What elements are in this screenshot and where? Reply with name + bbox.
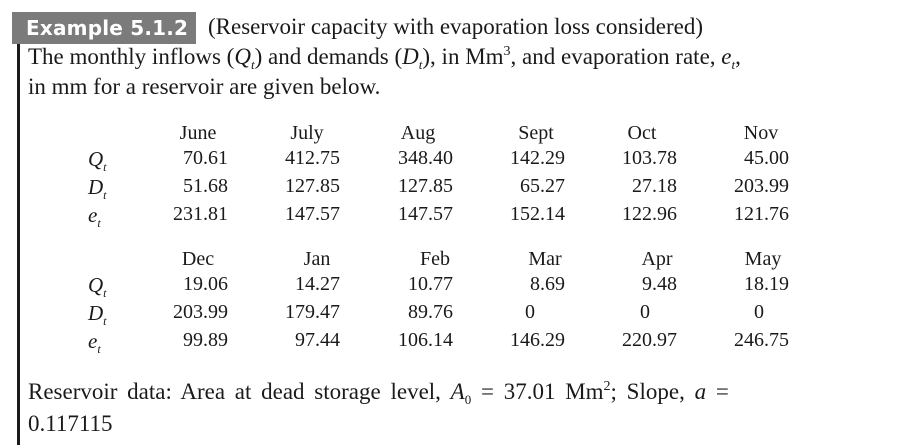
footer-text: = 37.01 Mm: [471, 379, 604, 404]
symbol-a0: A: [450, 379, 465, 404]
table-cell: 27.18: [632, 175, 677, 197]
intro-text: ), in Mm: [422, 44, 504, 69]
symbol-e: e: [721, 44, 732, 69]
footer-line-1: Reservoir data: Area at dead storage lev…: [28, 376, 888, 408]
row-symbol: D: [88, 301, 104, 325]
symbol-slope: a: [694, 379, 707, 404]
row-label-d: Dt: [88, 175, 128, 202]
intro-text: ,: [735, 44, 741, 69]
table-cell: 106.14: [398, 329, 453, 351]
intro-text: , and evaporation rate,: [510, 44, 722, 69]
month-header: Aug: [400, 122, 436, 144]
table-cell: 203.99: [734, 175, 789, 197]
table-cell: 8.69: [530, 273, 565, 295]
symbol-q: Q: [234, 44, 251, 69]
table-cell: 0: [525, 301, 535, 323]
footer-line-2: 0.117115: [28, 411, 113, 436]
unit-superscript: 3: [503, 44, 511, 59]
table-cell: 122.96: [622, 203, 677, 225]
row-label-q: Qt: [88, 273, 128, 300]
table-cell: 231.81: [173, 203, 228, 225]
row-symbol-sub: t: [97, 342, 101, 356]
intro-line-1: The monthly inflows (Qt) and demands (Dt…: [28, 42, 888, 72]
row-label-e: et: [88, 329, 128, 356]
intro-text: ) and demands (: [254, 44, 403, 69]
table-cell: 147.57: [285, 203, 340, 225]
table-cell: 19.06: [183, 273, 228, 295]
symbol-e-sub: t: [731, 57, 736, 72]
row-symbol: Q: [88, 273, 104, 297]
example-label: Example 5.1.2: [26, 16, 189, 40]
table-cell: 147.57: [398, 203, 453, 225]
example-title: (Reservoir capacity with evaporation los…: [208, 14, 703, 39]
month-header: Oct: [627, 122, 657, 144]
example-header-box: [12, 12, 196, 44]
table-cell: 412.75: [285, 147, 340, 169]
symbol-q-sub: t: [250, 57, 255, 72]
month-header: Apr: [641, 248, 673, 270]
table-cell: 9.48: [642, 273, 677, 295]
row-label-e: et: [88, 203, 128, 230]
table-cell: 89.76: [408, 301, 453, 323]
unit-superscript: 2: [603, 379, 611, 394]
month-header: Sept: [518, 122, 554, 144]
table-cell: 97.44: [295, 329, 340, 351]
row-symbol: e: [88, 329, 98, 353]
table-cell: 99.89: [183, 329, 228, 351]
month-header: June: [179, 122, 217, 144]
footer-text: ; Slope,: [610, 379, 695, 404]
row-label-q: Qt: [88, 147, 128, 174]
table-cell: 121.76: [734, 203, 789, 225]
table-cell: 142.29: [510, 147, 565, 169]
left-margin-rule: [17, 43, 20, 445]
symbol-a0-sub: 0: [464, 392, 472, 407]
table-cell: 51.68: [183, 175, 228, 197]
row-symbol: e: [88, 203, 98, 227]
table-cell: 146.29: [510, 329, 565, 351]
row-symbol-sub: t: [103, 286, 107, 300]
footer-text: Reservoir data: Area at dead storage lev…: [28, 379, 451, 404]
table-cell: 127.85: [398, 175, 453, 197]
month-header: Nov: [743, 122, 779, 144]
month-header: Jan: [303, 248, 331, 270]
data-table-dec-may: Dec Jan Feb Mar Apr May Qt 19.06 14.27 1…: [0, 248, 904, 360]
symbol-d-sub: t: [418, 57, 423, 72]
month-header: Dec: [181, 248, 215, 270]
table-cell: 14.27: [295, 273, 340, 295]
month-header: July: [290, 122, 324, 144]
table-cell: 0: [640, 301, 650, 323]
month-header: Feb: [420, 248, 450, 270]
reservoir-data-paragraph: Reservoir data: Area at dead storage lev…: [28, 376, 888, 440]
table-cell: 0: [754, 301, 764, 323]
table-cell: 10.77: [408, 273, 453, 295]
table-cell: 246.75: [734, 329, 789, 351]
row-symbol-sub: t: [103, 314, 107, 328]
table-cell: 18.19: [744, 273, 789, 295]
table-cell: 45.00: [744, 147, 789, 169]
table-cell: 152.14: [510, 203, 565, 225]
row-symbol-sub: t: [103, 188, 107, 202]
intro-text: The monthly inflows (: [28, 44, 235, 69]
row-symbol-sub: t: [97, 216, 101, 230]
table-cell: 203.99: [173, 301, 228, 323]
footer-text: =: [706, 379, 729, 404]
table-cell: 179.47: [285, 301, 340, 323]
data-table-jun-nov: June July Aug Sept Oct Nov Qt 70.61 412.…: [0, 122, 904, 234]
row-symbol: D: [88, 175, 104, 199]
table-cell: 70.61: [183, 147, 228, 169]
table-cell: 127.85: [285, 175, 340, 197]
table-cell: 103.78: [622, 147, 677, 169]
table-cell: 348.40: [398, 147, 453, 169]
table-cell: 65.27: [520, 175, 565, 197]
month-header: Mar: [528, 248, 562, 270]
row-symbol-sub: t: [103, 160, 107, 174]
intro-line-2: in mm for a reservoir are given below.: [28, 74, 381, 99]
table-cell: 220.97: [622, 329, 677, 351]
symbol-d: D: [402, 44, 419, 69]
month-header: May: [744, 248, 782, 270]
row-label-d: Dt: [88, 301, 128, 328]
row-symbol: Q: [88, 147, 104, 171]
intro-paragraph: The monthly inflows (Qt) and demands (Dt…: [28, 42, 888, 102]
